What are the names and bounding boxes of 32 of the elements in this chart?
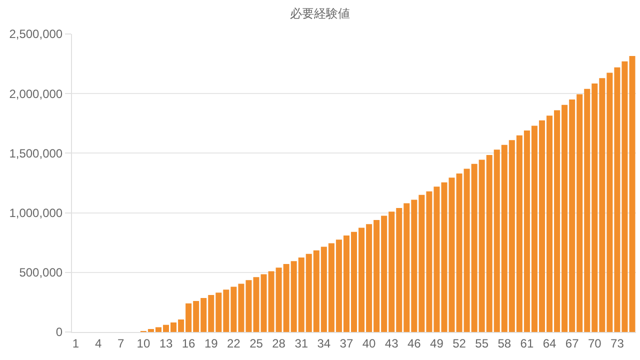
x-tick-label: 13: [159, 336, 173, 350]
x-tick-label: 67: [565, 336, 580, 350]
x-tick-label: 1: [72, 336, 80, 350]
x-tick-label: 34: [317, 336, 331, 350]
x-tick-label: 70: [588, 336, 602, 350]
x-tick-label: 16: [182, 336, 196, 350]
x-tick-label: 22: [227, 336, 241, 350]
x-tick-label: 40: [362, 336, 376, 350]
x-tick-label: 61: [520, 336, 534, 350]
x-tick-label: 43: [384, 336, 399, 350]
x-tick-label: 64: [542, 336, 557, 350]
x-tick-label: 46: [407, 336, 422, 350]
y-tick-label: 2,500,000: [9, 27, 63, 42]
chart-title: 必要経験値: [290, 6, 350, 20]
x-tick-label: 10: [136, 336, 150, 350]
x-tick-label: 73: [610, 336, 624, 350]
x-tick-label: 19: [204, 336, 218, 350]
x-tick-label: 25: [250, 336, 264, 350]
x-tick-label: 7: [118, 336, 125, 350]
x-tick-label: 28: [272, 336, 286, 350]
x-tick-label: 55: [475, 336, 489, 350]
x-tick-label: 31: [294, 336, 308, 350]
y-tick-label: 1,500,000: [9, 146, 63, 160]
x-tick-label: 37: [340, 336, 354, 350]
x-tick-label: 49: [430, 336, 444, 350]
y-tick-label: 2,000,000: [9, 86, 63, 101]
y-tick-label: 1,000,000: [9, 206, 63, 220]
x-tick-label: 52: [452, 336, 466, 350]
x-tick-label: 4: [94, 336, 102, 350]
y-tick-label: 500,000: [19, 266, 63, 280]
x-tick-label: 58: [498, 336, 512, 350]
y-tick-label: 0: [56, 325, 63, 340]
